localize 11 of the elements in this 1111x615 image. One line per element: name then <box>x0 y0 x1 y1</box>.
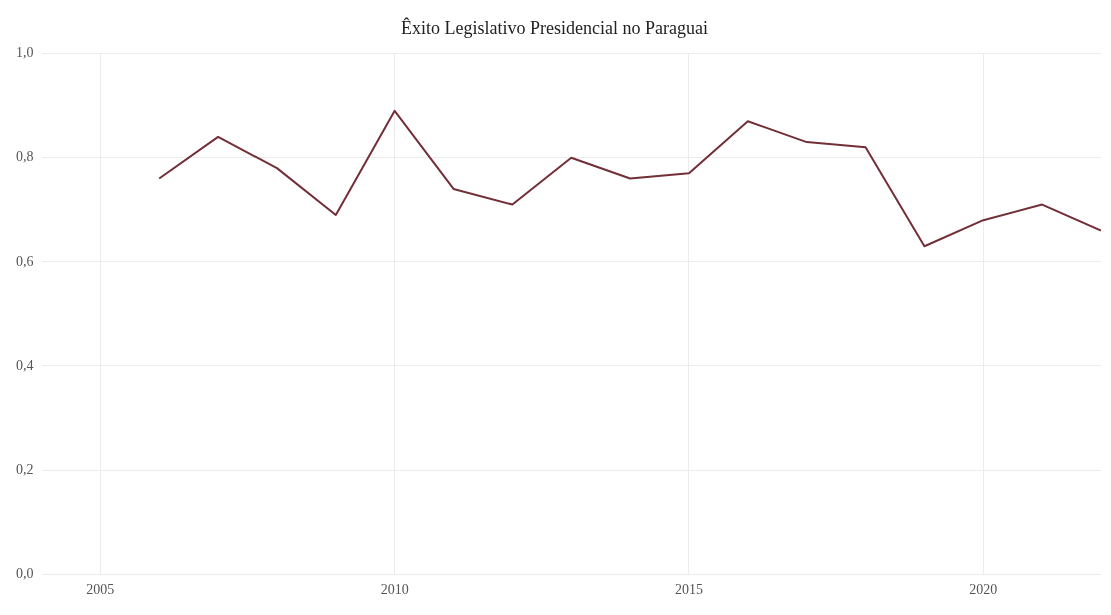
x-tick-label: 2015 <box>674 582 703 598</box>
y-tick-label: 1,0 <box>16 45 34 61</box>
x-tick-label: 2010 <box>380 582 409 598</box>
y-tick-label: 0,6 <box>16 253 34 269</box>
x-tick-label: 2005 <box>86 582 115 598</box>
y-tick-label: 0,0 <box>16 565 34 581</box>
y-tick-label: 0,4 <box>16 357 34 373</box>
y-tick-label: 0,8 <box>16 149 34 165</box>
y-tick-label: 0,2 <box>16 461 34 477</box>
chart-title: Êxito Legislativo Presidencial no Paraguai <box>401 16 708 38</box>
x-tick-label: 2020 <box>969 582 998 598</box>
